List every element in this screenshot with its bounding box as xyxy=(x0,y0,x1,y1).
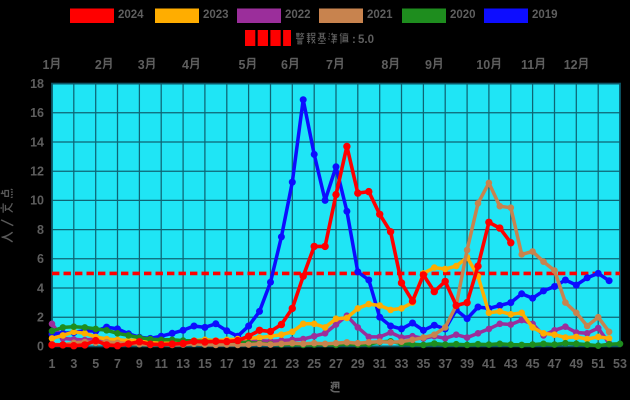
svg-text:2019: 2019 xyxy=(532,9,558,21)
svg-text:23: 23 xyxy=(285,357,299,371)
svg-text:43: 43 xyxy=(504,357,518,371)
svg-text:21: 21 xyxy=(264,357,278,371)
svg-text:5: 5 xyxy=(92,357,99,371)
svg-text:51: 51 xyxy=(591,357,605,371)
svg-text:45: 45 xyxy=(526,357,540,371)
svg-text:29: 29 xyxy=(351,357,365,371)
svg-text:11: 11 xyxy=(521,58,534,72)
svg-text:0: 0 xyxy=(37,340,44,354)
svg-text:12: 12 xyxy=(564,58,578,72)
svg-text:13: 13 xyxy=(176,357,190,371)
svg-text:2020: 2020 xyxy=(450,9,476,21)
svg-text:8: 8 xyxy=(37,223,44,237)
svg-text:14: 14 xyxy=(30,135,44,149)
svg-text:18: 18 xyxy=(30,77,44,91)
svg-text:2024: 2024 xyxy=(118,9,144,21)
svg-text:27: 27 xyxy=(329,357,343,371)
svg-text:41: 41 xyxy=(482,357,496,371)
svg-text:3: 3 xyxy=(138,58,145,72)
svg-text::: : xyxy=(352,34,356,46)
svg-text:10: 10 xyxy=(30,194,44,208)
svg-text:11: 11 xyxy=(155,357,168,371)
svg-text:1: 1 xyxy=(43,58,50,72)
svg-text:37: 37 xyxy=(438,357,452,371)
svg-text:25: 25 xyxy=(307,357,321,371)
svg-text:9: 9 xyxy=(425,58,432,72)
svg-text:3: 3 xyxy=(70,357,77,371)
svg-text:6: 6 xyxy=(37,252,44,266)
svg-text:7: 7 xyxy=(326,58,333,72)
svg-text:2021: 2021 xyxy=(367,9,393,21)
svg-text:17: 17 xyxy=(220,357,234,371)
svg-text:1: 1 xyxy=(49,357,56,371)
svg-text:49: 49 xyxy=(569,357,583,371)
svg-text:39: 39 xyxy=(460,357,474,371)
svg-text:5.0: 5.0 xyxy=(358,34,374,46)
svg-text:2: 2 xyxy=(95,58,102,72)
svg-text:7: 7 xyxy=(114,357,121,371)
svg-text:12: 12 xyxy=(30,165,44,179)
svg-text:4: 4 xyxy=(37,281,44,295)
svg-text:8: 8 xyxy=(381,58,388,72)
svg-text:9: 9 xyxy=(136,357,143,371)
svg-text:6: 6 xyxy=(281,58,288,72)
svg-text:33: 33 xyxy=(395,357,409,371)
svg-text:2022: 2022 xyxy=(285,9,311,21)
svg-text:2: 2 xyxy=(37,311,44,325)
svg-text:4: 4 xyxy=(182,58,189,72)
svg-text:35: 35 xyxy=(416,357,430,371)
svg-text:10: 10 xyxy=(476,58,490,72)
svg-text:47: 47 xyxy=(548,357,562,371)
svg-text:5: 5 xyxy=(239,58,246,72)
svg-text:53: 53 xyxy=(613,357,627,371)
svg-text:19: 19 xyxy=(242,357,256,371)
svg-text:16: 16 xyxy=(30,106,44,120)
svg-text:15: 15 xyxy=(198,357,212,371)
svg-text:2023: 2023 xyxy=(203,9,229,21)
svg-text:31: 31 xyxy=(373,357,387,371)
